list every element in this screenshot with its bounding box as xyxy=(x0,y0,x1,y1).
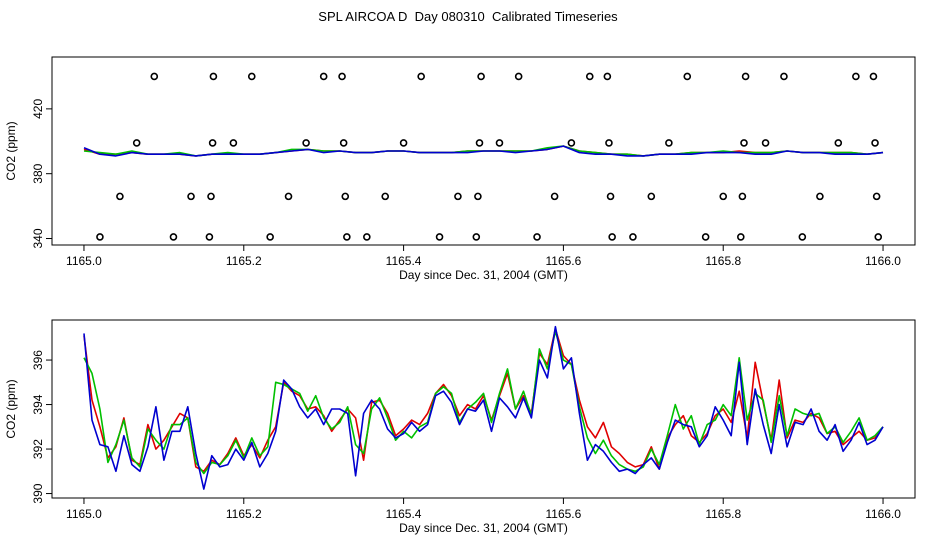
data-point-circle xyxy=(665,139,673,147)
x-tick-label: 1165.6 xyxy=(546,507,582,521)
data-point-circle xyxy=(816,192,824,201)
data-point-circle xyxy=(343,233,351,241)
data-point-circle xyxy=(319,72,328,81)
data-point-circle xyxy=(207,192,215,201)
data-point-circle xyxy=(872,192,881,201)
data-point-circle xyxy=(629,233,637,241)
data-point-circle xyxy=(737,233,745,241)
data-point-circle xyxy=(341,192,350,201)
y-tick-label: 394 xyxy=(31,394,45,414)
data-point-circle xyxy=(302,139,310,147)
y-axis-label: CO2 (ppm) xyxy=(4,121,18,180)
data-point-circle xyxy=(740,139,748,147)
x-tick-label: 1166.0 xyxy=(865,507,901,521)
data-point-circle xyxy=(205,233,214,241)
x-tick-label: 1166.0 xyxy=(865,254,901,268)
x-tick-label: 1165.2 xyxy=(226,254,262,268)
data-point-circle xyxy=(477,72,485,81)
data-point-circle xyxy=(606,192,615,201)
data-point-circle xyxy=(514,72,523,81)
data-point-circle xyxy=(585,72,594,81)
data-point-circle xyxy=(208,139,217,147)
data-point-circle xyxy=(266,233,274,241)
plot-frame xyxy=(51,319,916,499)
y-tick-label: 380 xyxy=(31,163,45,183)
data-point-circle xyxy=(871,139,879,147)
x-tick-label: 1165.4 xyxy=(386,507,422,521)
data-point-circle xyxy=(150,72,159,81)
y-tick-label: 390 xyxy=(31,483,45,503)
data-point-circle xyxy=(475,139,484,147)
y-tick-label: 340 xyxy=(31,228,45,248)
data-point-circle xyxy=(738,192,747,201)
y-axis-label: CO2 (ppm) xyxy=(4,379,18,438)
data-point-circle xyxy=(187,192,195,201)
x-axis-label: Day since Dec. 31, 2004 (GMT) xyxy=(399,268,568,282)
x-tick-label: 1165.0 xyxy=(66,507,102,521)
x-tick-label: 1165.6 xyxy=(546,254,582,268)
data-point-circle xyxy=(761,139,770,147)
data-point-circle xyxy=(399,139,408,147)
top-panel: 1165.0 1165.2 1165.4 1165.6 1165.8 1166.0 340 3… xyxy=(4,56,916,282)
data-point-circle xyxy=(741,72,750,81)
x-tick-label: 1165.4 xyxy=(386,254,422,268)
data-point-circle xyxy=(169,233,178,241)
series-line-2 xyxy=(83,145,884,157)
data-point-circle xyxy=(247,72,256,81)
y-tick-label: 396 xyxy=(31,350,45,370)
data-point-circle xyxy=(435,233,444,241)
data-point-circle xyxy=(719,192,728,201)
chart-page-title: SPL AIRCOA D Day 080310 Calibrated Times… xyxy=(318,9,618,24)
data-point-circle xyxy=(363,233,371,241)
data-point-circle xyxy=(338,72,346,81)
data-point-circle xyxy=(780,72,788,81)
series-line-2 xyxy=(83,325,884,490)
data-point-circle xyxy=(550,192,559,201)
data-point-circle xyxy=(229,139,238,147)
data-point-circle xyxy=(96,233,104,241)
data-point-circle xyxy=(533,233,541,241)
data-point-circle xyxy=(869,72,878,81)
data-point-circle xyxy=(852,72,860,81)
y-tick-label: 392 xyxy=(31,439,45,459)
data-point-circle xyxy=(472,233,481,241)
data-point-circle xyxy=(495,139,504,147)
data-point-circle xyxy=(474,192,482,201)
y-tick-label: 420 xyxy=(31,99,45,119)
data-point-circle xyxy=(381,192,390,201)
data-point-circle xyxy=(417,72,425,81)
x-axis-label: Day since Dec. 31, 2004 (GMT) xyxy=(399,521,568,535)
data-point-circle xyxy=(132,139,141,147)
data-point-circle xyxy=(874,233,883,241)
data-point-circle xyxy=(603,72,612,81)
x-tick-label: 1165.0 xyxy=(66,254,102,268)
data-point-circle xyxy=(284,192,293,201)
data-point-circle xyxy=(834,139,843,147)
x-tick-label: 1165.8 xyxy=(705,254,741,268)
data-point-circle xyxy=(798,233,807,241)
data-point-circle xyxy=(647,192,656,201)
data-point-circle xyxy=(608,233,616,241)
data-point-circle xyxy=(339,139,348,147)
data-point-circle xyxy=(701,233,710,241)
x-tick-label: 1165.2 xyxy=(226,507,262,521)
data-point-circle xyxy=(209,72,218,81)
data-point-circle xyxy=(683,72,692,81)
x-tick-label: 1165.8 xyxy=(705,507,741,521)
data-point-circle xyxy=(454,192,462,201)
bottom-panel: 1165.0 1165.2 1165.4 1165.6 1165.8 1166.0 390 3… xyxy=(4,319,916,535)
data-point-circle xyxy=(605,139,613,147)
data-point-circle xyxy=(567,139,576,147)
data-point-circle xyxy=(116,192,124,201)
plot-frame xyxy=(51,56,916,246)
